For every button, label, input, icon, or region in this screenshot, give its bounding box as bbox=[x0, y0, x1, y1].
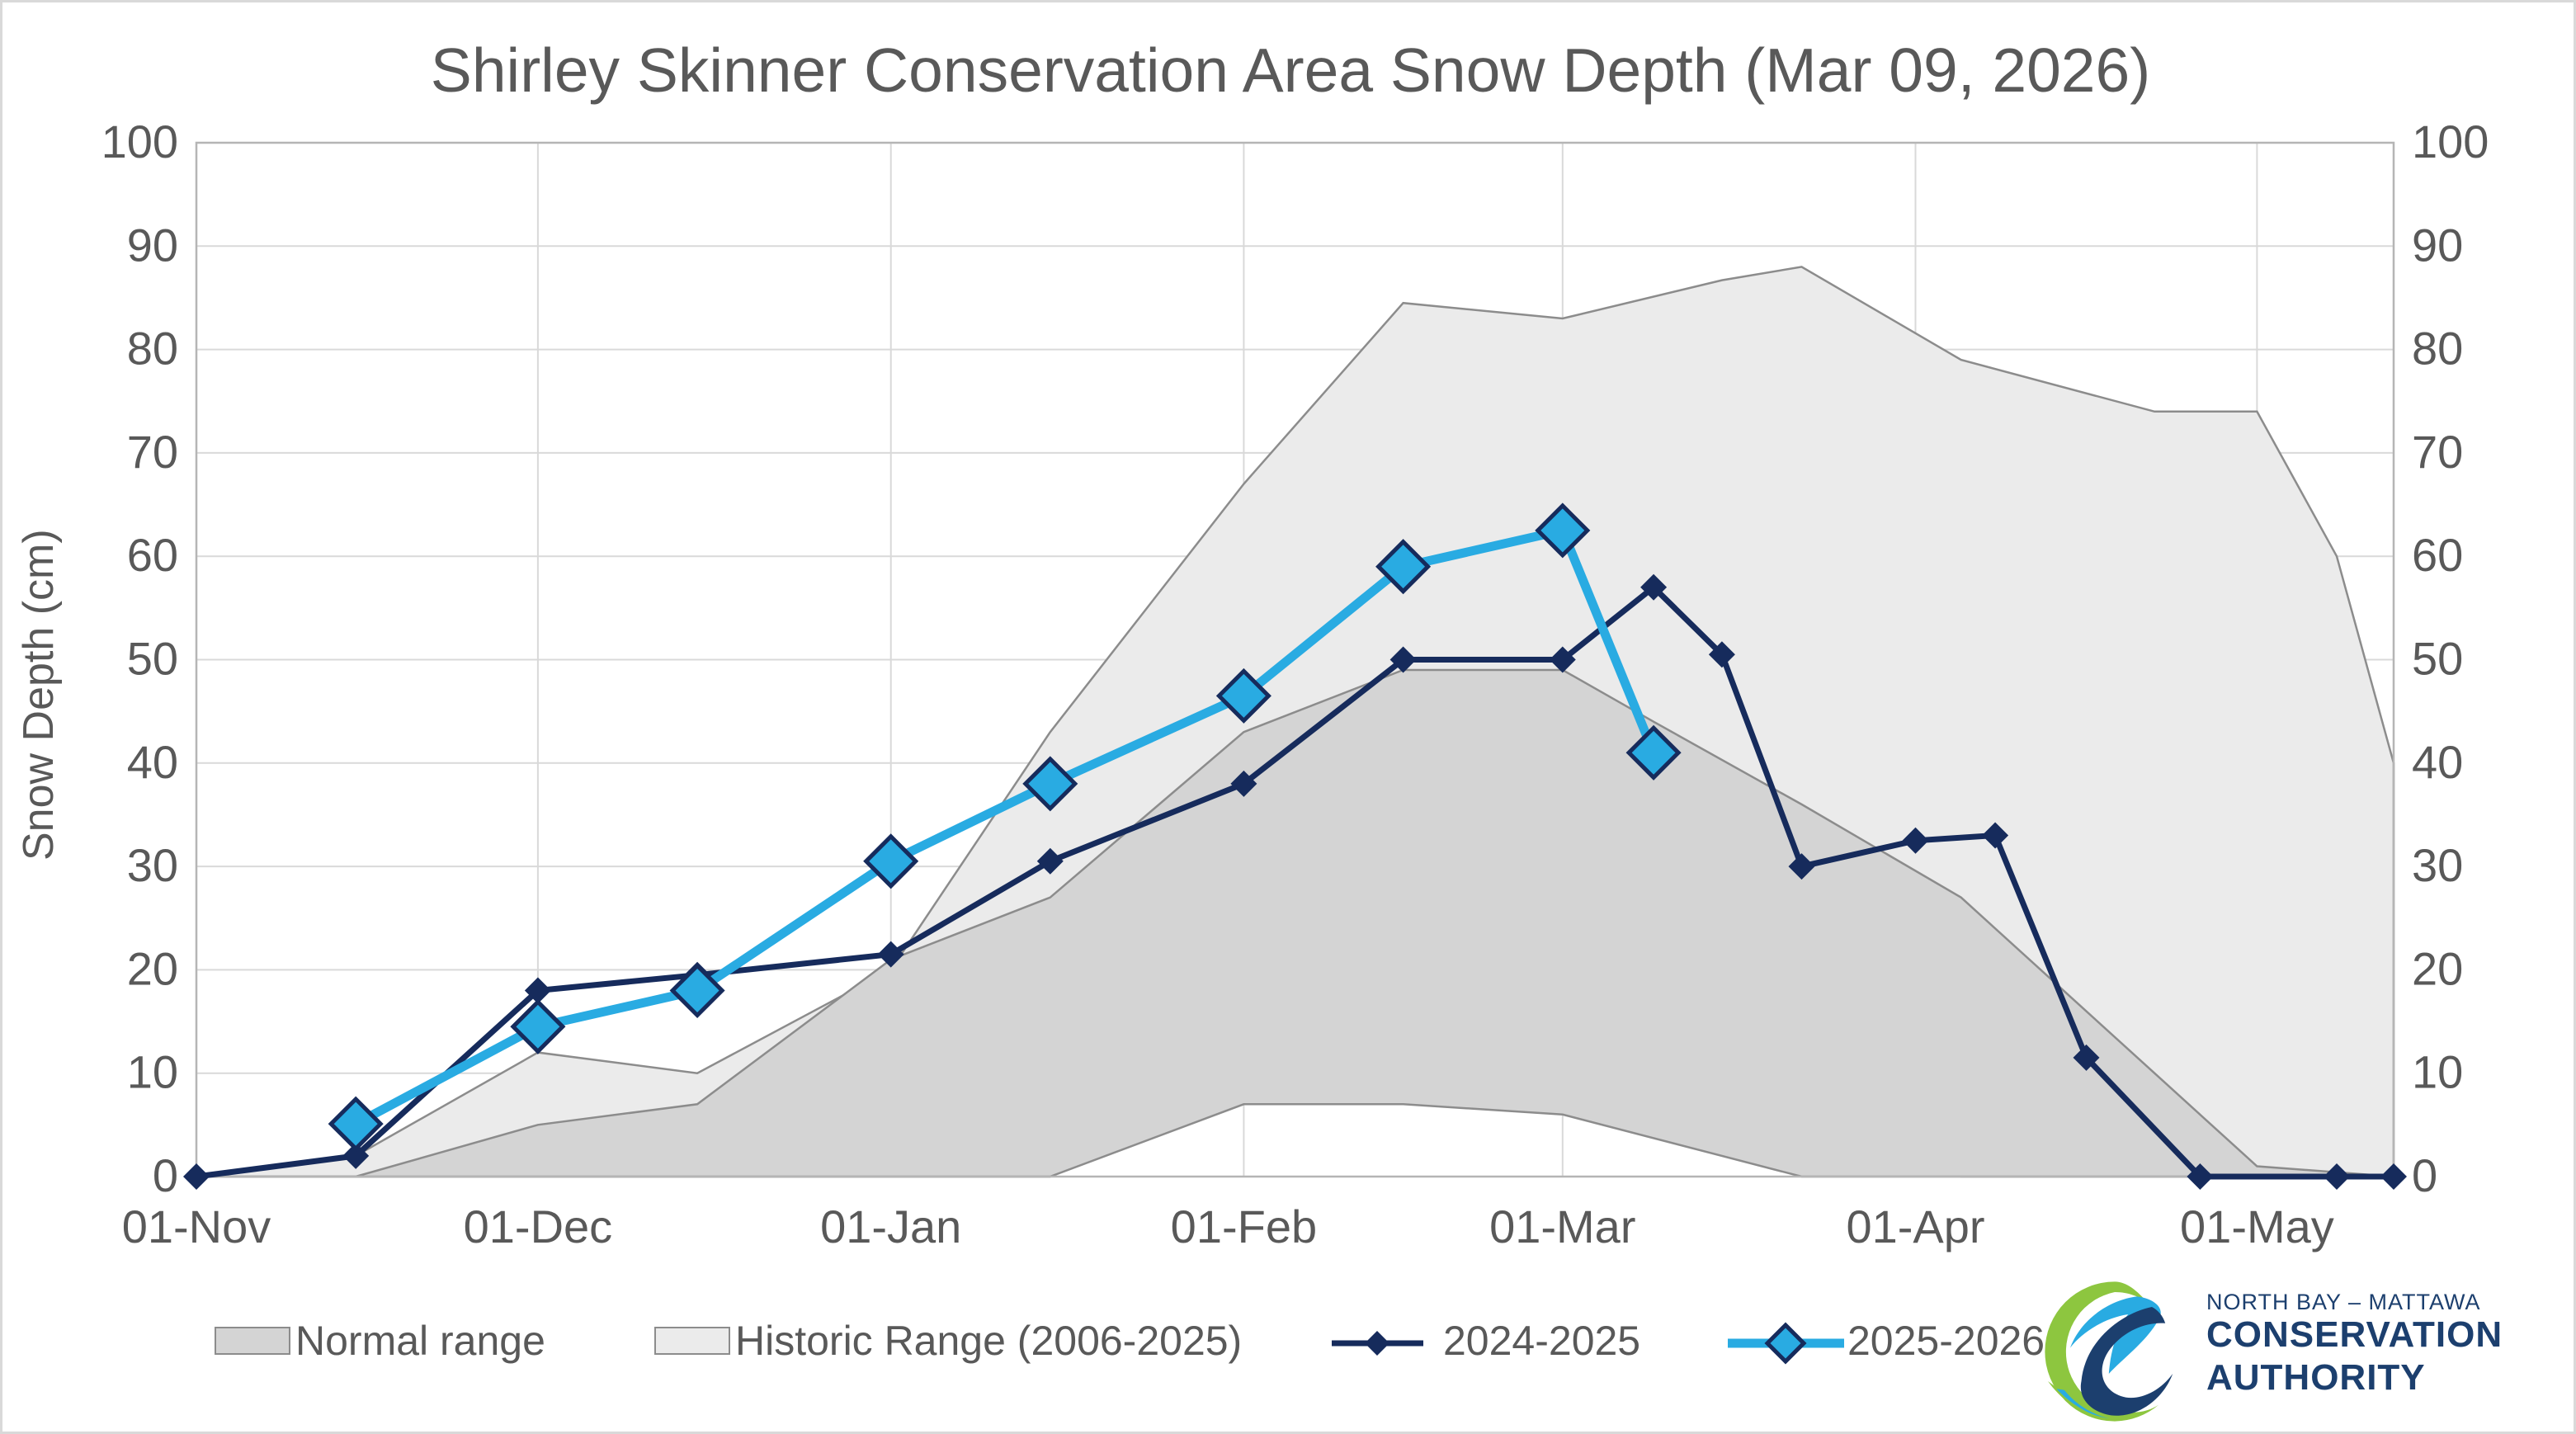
svg-text:70: 70 bbox=[127, 426, 178, 478]
svg-text:40: 40 bbox=[2412, 736, 2463, 788]
svg-text:10: 10 bbox=[127, 1046, 178, 1098]
svg-text:01-Mar: 01-Mar bbox=[1489, 1201, 1635, 1252]
svg-text:01-Dec: 01-Dec bbox=[464, 1201, 613, 1252]
svg-text:60: 60 bbox=[127, 529, 178, 581]
svg-text:80: 80 bbox=[127, 323, 178, 375]
svg-text:01-May: 01-May bbox=[2180, 1201, 2334, 1252]
svg-text:01-Apr: 01-Apr bbox=[1846, 1201, 1984, 1252]
svg-text:20: 20 bbox=[2412, 942, 2463, 994]
svg-text:01-Feb: 01-Feb bbox=[1171, 1201, 1317, 1252]
svg-text:60: 60 bbox=[2412, 529, 2463, 581]
svg-text:20: 20 bbox=[127, 942, 178, 994]
svg-text:90: 90 bbox=[127, 219, 178, 271]
svg-text:30: 30 bbox=[2412, 839, 2463, 891]
svg-text:90: 90 bbox=[2412, 219, 2463, 271]
svg-text:80: 80 bbox=[2412, 323, 2463, 375]
svg-text:30: 30 bbox=[127, 839, 178, 891]
svg-text:70: 70 bbox=[2412, 426, 2463, 478]
svg-text:10: 10 bbox=[2412, 1046, 2463, 1098]
svg-text:40: 40 bbox=[127, 736, 178, 788]
svg-text:100: 100 bbox=[101, 116, 178, 167]
svg-text:0: 0 bbox=[2412, 1149, 2437, 1201]
svg-text:01-Nov: 01-Nov bbox=[122, 1201, 271, 1252]
svg-text:50: 50 bbox=[127, 633, 178, 685]
svg-text:50: 50 bbox=[2412, 633, 2463, 685]
svg-text:100: 100 bbox=[2412, 116, 2489, 167]
svg-text:0: 0 bbox=[153, 1149, 178, 1201]
svg-text:01-Jan: 01-Jan bbox=[820, 1201, 961, 1252]
